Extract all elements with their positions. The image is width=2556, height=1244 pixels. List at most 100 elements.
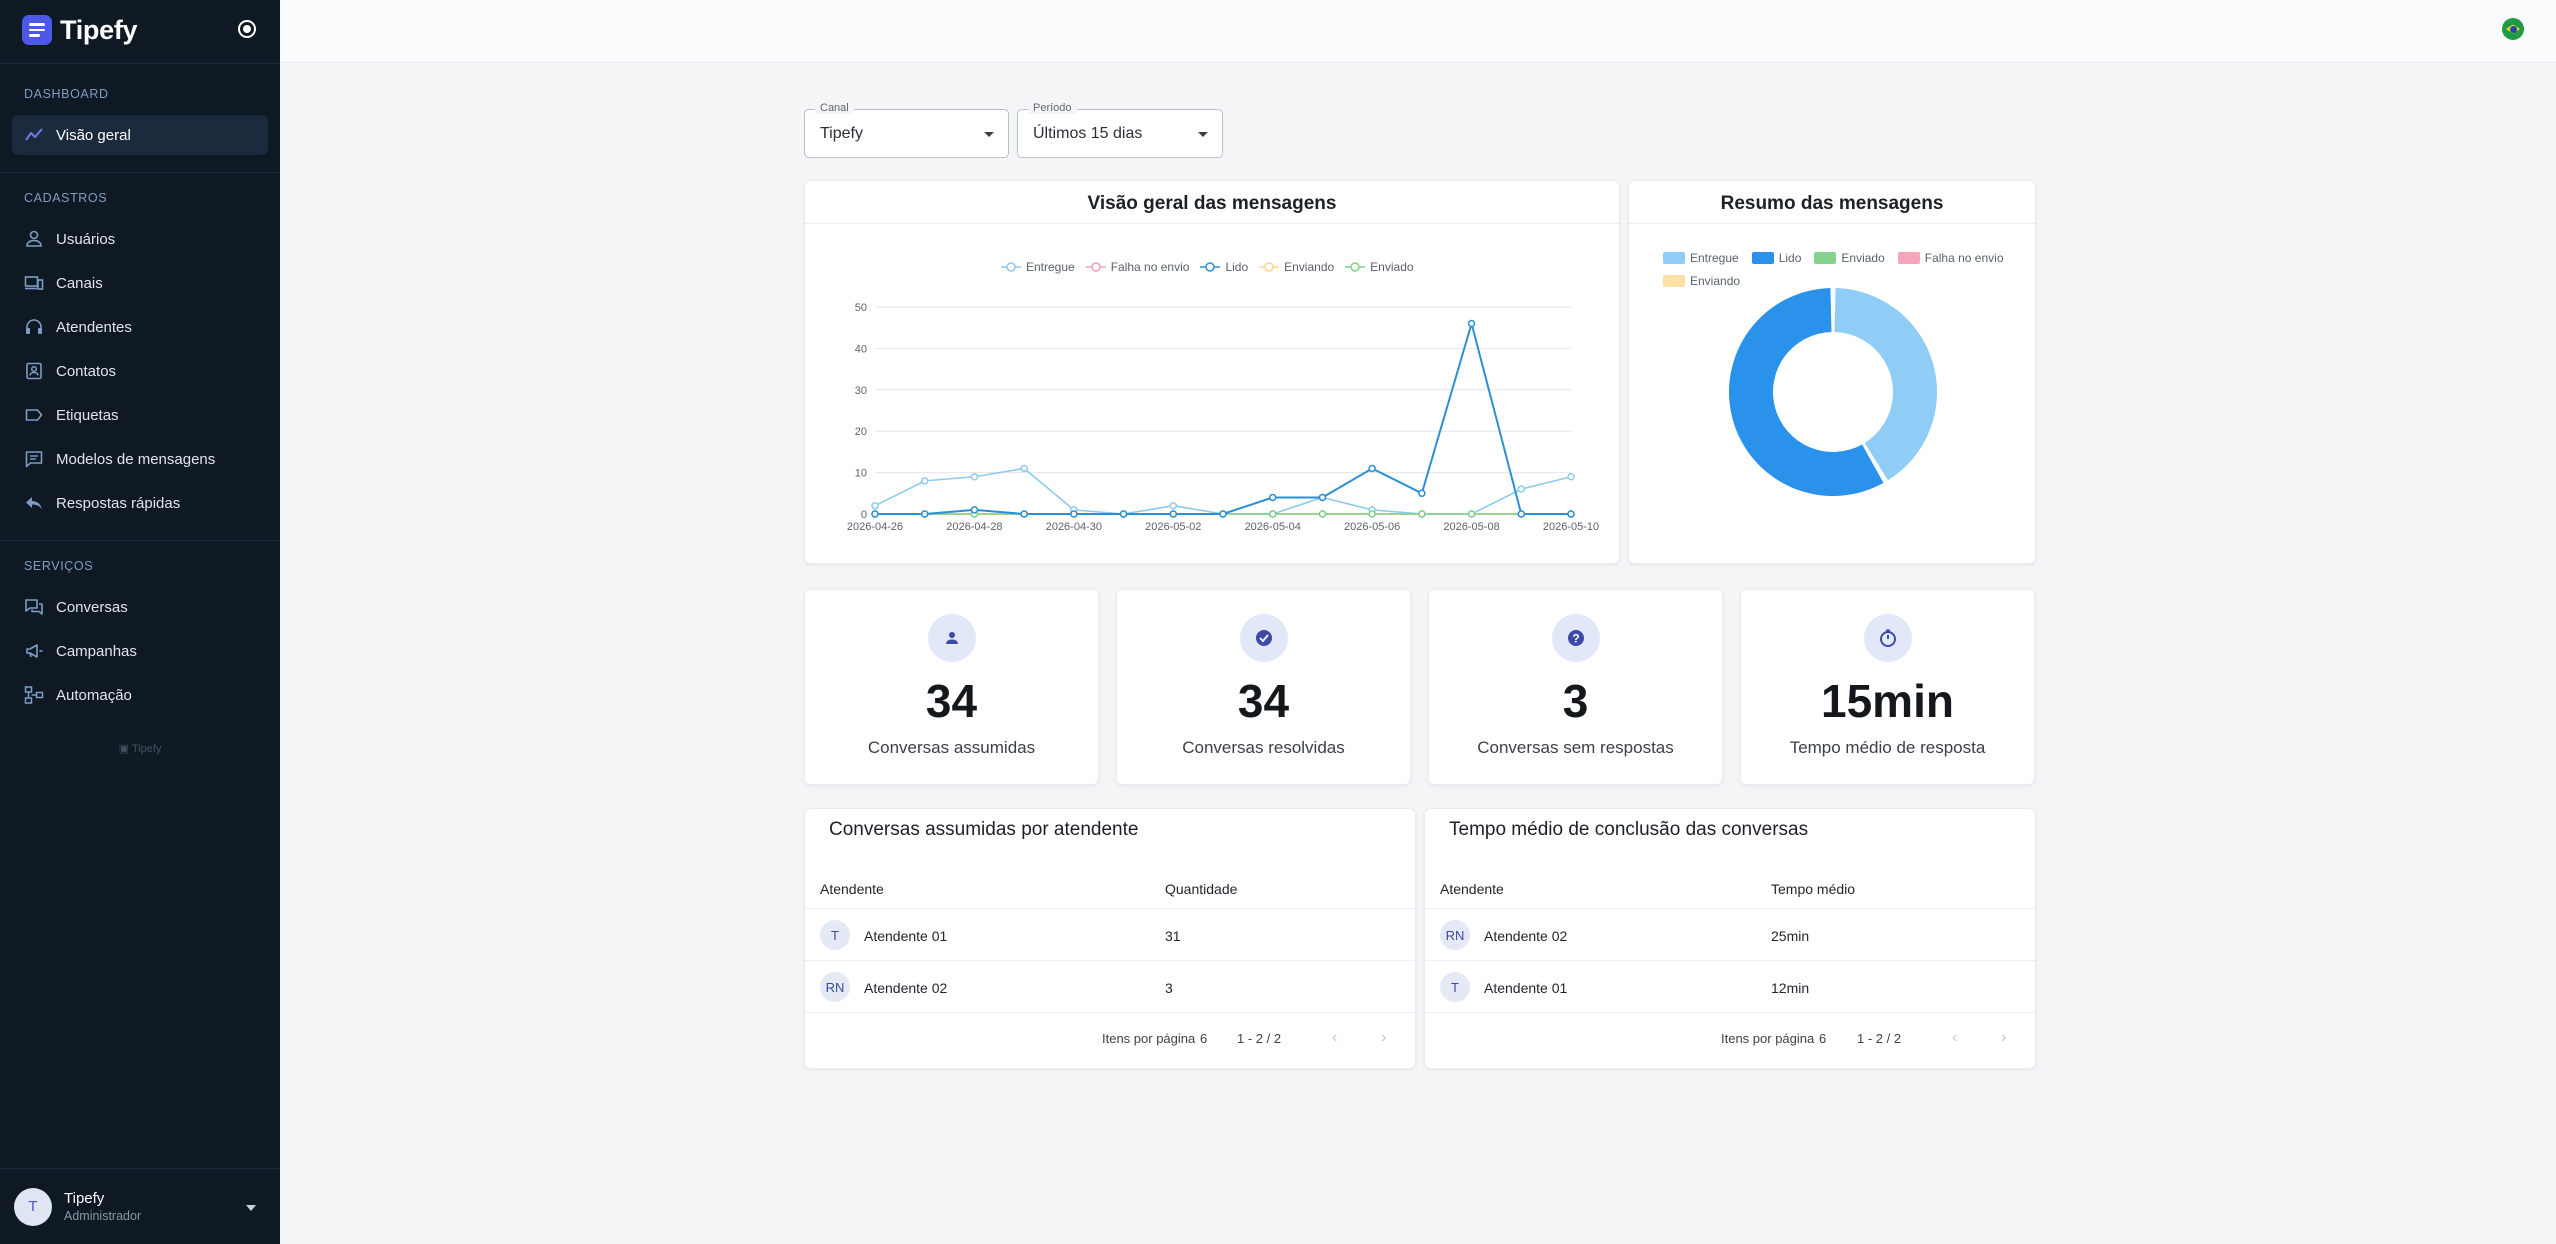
chevron-right-icon[interactable]: ›: [2001, 1029, 2007, 1046]
legend-swatch: [1200, 262, 1221, 272]
row-value: 12min: [1771, 980, 1810, 996]
sidebar-item-automacao[interactable]: Automação: [12, 675, 268, 715]
legend-label: Enviando: [1690, 274, 1741, 288]
message-template-icon: [25, 451, 43, 468]
legend-item[interactable]: Falha no envio: [1897, 251, 2004, 265]
y-tick-label: 10: [855, 468, 867, 480]
pagination: Itens por página 6 1 - 2 / 2 ‹ ›: [1425, 1029, 2035, 1051]
per-page-select[interactable]: 6: [1819, 1031, 1827, 1046]
sidebar-divider: [0, 540, 280, 541]
legend-label: Entregue: [1690, 251, 1739, 265]
period-select[interactable]: Período Últimos 15 dias: [1017, 102, 1223, 158]
column-header: Tempo médio: [1771, 881, 1856, 897]
legend-item[interactable]: Falha no envio: [1085, 260, 1189, 274]
data-point: [1517, 485, 1526, 493]
avatar: T: [14, 1187, 52, 1226]
x-tick-label: 2026-05-02: [1145, 521, 1201, 533]
y-tick-label: 20: [855, 426, 867, 438]
column-header: Atendente: [820, 881, 884, 897]
legend-swatch: [1663, 252, 1685, 264]
x-tick-label: 2026-05-10: [1543, 521, 1599, 533]
caret-down-icon: [984, 132, 994, 137]
sidebar-item-label: Respostas rápidas: [56, 494, 181, 512]
sidebar-item-visao-geral[interactable]: Visão geral: [12, 115, 268, 155]
brand[interactable]: Tipefy: [22, 14, 138, 46]
data-point: [1169, 501, 1178, 510]
data-point: [1368, 510, 1376, 518]
legend-item[interactable]: Enviado: [1344, 260, 1414, 274]
sidebar-item-campanhas[interactable]: Campanhas: [12, 631, 268, 671]
y-tick-label: 40: [855, 343, 867, 355]
chart-legend: Entregue Falha no envio Lido Enviando Enviad…: [1000, 260, 1414, 274]
user-role: Administrador: [64, 1209, 142, 1223]
chevron-right-icon[interactable]: ›: [1381, 1029, 1387, 1046]
legend-item[interactable]: Entregue: [1663, 251, 1739, 265]
legend-swatch: [1259, 262, 1280, 272]
chevron-left-icon[interactable]: ‹: [1332, 1029, 1338, 1046]
doughnut-slice-entregue[interactable]: [1834, 288, 1938, 481]
line-chart: 0 10 20 30 40 50 2026-04-26 2026-04-28 2026-04-3…: [847, 302, 1599, 533]
sidebar-item-canais[interactable]: Canais: [12, 263, 268, 303]
chevron-left-icon[interactable]: ‹: [1952, 1029, 1958, 1046]
stat-card-sem-respostas: ? 3 Conversas sem respostas: [1428, 589, 1723, 785]
data-point: [1418, 489, 1426, 498]
per-page-label: Itens por página: [1721, 1031, 1815, 1046]
row-value: 3: [1165, 980, 1173, 996]
row-value: 31: [1165, 928, 1181, 944]
legend-label: Entregue: [1026, 260, 1075, 274]
doughnut-slice-lido[interactable]: [1728, 288, 1884, 496]
legend-item[interactable]: Enviando: [1258, 260, 1334, 274]
stat-label: Conversas sem respostas: [1477, 738, 1674, 757]
section-label-servicos: SERVIÇOS: [24, 559, 94, 573]
table-row[interactable]: RN Atendente 02 3: [805, 961, 1415, 1013]
user-badge-icon: [928, 614, 976, 662]
card-title: Visão geral das mensagens: [1087, 193, 1337, 214]
user-menu[interactable]: T Tipefy Administrador: [0, 1168, 280, 1244]
messages-summary-card: Resumo das mensagens Entregue Lido Enviado…: [1628, 180, 2036, 564]
data-point: [1368, 464, 1376, 473]
data-point: [1020, 510, 1028, 518]
channel-select[interactable]: Canal Tipefy: [804, 102, 1009, 158]
sidebar-item-atendentes[interactable]: Atendentes: [12, 307, 268, 347]
data-point: [1169, 510, 1178, 518]
table-row[interactable]: RN Atendente 02 25min: [1425, 909, 2035, 961]
devices-icon: [24, 276, 44, 290]
table-header: Atendente Tempo médio: [1425, 869, 2035, 909]
sidebar-item-usuarios[interactable]: Usuários: [12, 219, 268, 259]
data-point: [1219, 510, 1227, 518]
sidebar-item-contatos[interactable]: Contatos: [12, 351, 268, 391]
per-page-select[interactable]: 6: [1200, 1031, 1208, 1046]
flow-icon: [24, 686, 44, 704]
legend-item[interactable]: Lido: [1199, 260, 1248, 274]
legend-item[interactable]: Lido: [1751, 251, 1802, 265]
brazil-flag-icon[interactable]: [2502, 18, 2524, 40]
sidebar: Tipefy DASHBOARD Visão geral CADASTROS U…: [0, 0, 280, 1244]
y-tick-label: 0: [861, 509, 867, 521]
row-value: 25min: [1771, 928, 1810, 944]
sidebar-item-label: Etiquetas: [56, 406, 119, 424]
legend-label: Lido: [1778, 251, 1802, 265]
reply-icon: [26, 497, 42, 510]
sidebar-item-conversas[interactable]: Conversas: [12, 587, 268, 627]
sidebar-item-modelos-de-mensagens[interactable]: Modelos de mensagens: [12, 439, 268, 479]
chevron-down-icon[interactable]: [246, 1205, 256, 1211]
x-tick-label: 2026-05-04: [1245, 521, 1301, 533]
table-row[interactable]: T Atendente 01 12min: [1425, 961, 2035, 1013]
section-label-cadastros: CADASTROS: [24, 191, 108, 205]
legend-label: Falha no envio: [1924, 251, 2004, 265]
sidebar-item-etiquetas[interactable]: Etiquetas: [12, 395, 268, 435]
data-point: [970, 506, 979, 514]
stat-value: 34: [1237, 675, 1290, 727]
tag-icon: [25, 409, 43, 421]
legend-swatch: [1085, 262, 1106, 272]
legend-item[interactable]: Entregue: [1000, 260, 1075, 274]
sidebar-item-respostas-rapidas[interactable]: Respostas rápidas: [12, 483, 268, 523]
data-point: [1418, 510, 1426, 518]
series-line: [874, 467, 1572, 515]
legend-item[interactable]: Enviado: [1814, 251, 1885, 265]
table-row[interactable]: T Atendente 01 31: [805, 909, 1415, 961]
section-label-dashboard: DASHBOARD: [24, 87, 109, 101]
series-line: [875, 319, 1571, 515]
legend-item[interactable]: Enviando: [1663, 274, 1740, 288]
theme-toggle-icon[interactable]: [238, 20, 256, 38]
